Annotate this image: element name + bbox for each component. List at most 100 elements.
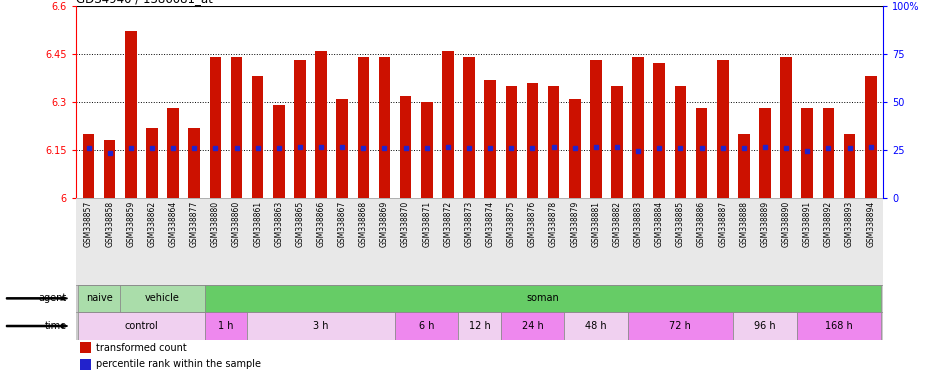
- Text: GDS4940 / 1386081_at: GDS4940 / 1386081_at: [76, 0, 213, 5]
- Bar: [82, 134, 94, 198]
- Text: GSM338884: GSM338884: [655, 201, 664, 247]
- Text: GSM338873: GSM338873: [464, 201, 474, 247]
- Bar: [627, 312, 734, 340]
- Bar: [247, 312, 395, 340]
- Bar: [337, 99, 348, 198]
- Bar: [230, 57, 242, 198]
- Text: GSM338864: GSM338864: [168, 201, 178, 247]
- Text: GSM338890: GSM338890: [782, 201, 791, 247]
- Bar: [421, 102, 433, 198]
- Text: naive: naive: [86, 293, 113, 303]
- Text: 48 h: 48 h: [586, 321, 607, 331]
- Text: control: control: [125, 321, 158, 331]
- Text: GSM338892: GSM338892: [824, 201, 833, 247]
- Bar: [696, 108, 708, 198]
- Bar: [653, 63, 665, 198]
- Text: 1 h: 1 h: [218, 321, 234, 331]
- Text: agent: agent: [38, 293, 67, 303]
- Bar: [395, 312, 459, 340]
- Text: GSM338867: GSM338867: [338, 201, 347, 247]
- Text: GSM338870: GSM338870: [401, 201, 410, 247]
- Text: time: time: [44, 321, 67, 331]
- Text: GSM338881: GSM338881: [591, 201, 600, 247]
- Bar: [78, 312, 204, 340]
- Text: GSM338863: GSM338863: [275, 201, 283, 247]
- Bar: [548, 86, 560, 198]
- Text: GSM338882: GSM338882: [612, 201, 622, 247]
- Text: 12 h: 12 h: [469, 321, 490, 331]
- Bar: [822, 108, 834, 198]
- Text: 3 h: 3 h: [314, 321, 328, 331]
- Text: GSM338878: GSM338878: [549, 201, 558, 247]
- Text: GSM338886: GSM338886: [697, 201, 706, 247]
- Text: GSM338866: GSM338866: [316, 201, 326, 247]
- Text: GSM338891: GSM338891: [803, 201, 812, 247]
- Bar: [526, 83, 538, 198]
- Text: 24 h: 24 h: [522, 321, 543, 331]
- Text: GSM338865: GSM338865: [295, 201, 304, 247]
- Bar: [167, 108, 179, 198]
- Bar: [611, 86, 623, 198]
- Bar: [273, 105, 285, 198]
- Text: GSM338868: GSM338868: [359, 201, 368, 247]
- Bar: [844, 134, 856, 198]
- Bar: [210, 57, 221, 198]
- Text: soman: soman: [526, 293, 560, 303]
- Bar: [378, 57, 390, 198]
- Bar: [400, 96, 412, 198]
- Bar: [80, 342, 91, 353]
- Text: GSM338875: GSM338875: [507, 201, 516, 247]
- Text: 96 h: 96 h: [754, 321, 776, 331]
- Text: GSM338858: GSM338858: [105, 201, 114, 247]
- Text: GSM338871: GSM338871: [423, 201, 431, 247]
- Bar: [146, 127, 158, 198]
- Bar: [738, 134, 749, 198]
- Text: GSM338869: GSM338869: [380, 201, 389, 247]
- Text: GSM338859: GSM338859: [127, 201, 135, 247]
- Bar: [564, 312, 627, 340]
- Text: GSM338885: GSM338885: [676, 201, 684, 247]
- Bar: [294, 60, 306, 198]
- Text: GSM338860: GSM338860: [232, 201, 241, 247]
- Bar: [500, 312, 564, 340]
- Text: GSM338874: GSM338874: [486, 201, 495, 247]
- Bar: [463, 57, 475, 198]
- Text: GSM338877: GSM338877: [190, 201, 199, 247]
- Text: GSM338894: GSM338894: [866, 201, 875, 247]
- Bar: [759, 108, 771, 198]
- Bar: [358, 57, 369, 198]
- Text: GSM338880: GSM338880: [211, 201, 220, 247]
- Text: 168 h: 168 h: [825, 321, 853, 331]
- Bar: [590, 60, 601, 198]
- Bar: [459, 312, 500, 340]
- Text: 6 h: 6 h: [419, 321, 435, 331]
- Bar: [204, 312, 247, 340]
- Bar: [80, 359, 91, 370]
- Text: 72 h: 72 h: [670, 321, 691, 331]
- Bar: [633, 57, 644, 198]
- Text: percentile rank within the sample: percentile rank within the sample: [96, 359, 261, 369]
- Text: GSM338857: GSM338857: [84, 201, 93, 247]
- Text: GSM338876: GSM338876: [528, 201, 536, 247]
- Bar: [717, 60, 729, 198]
- Bar: [442, 51, 454, 198]
- Text: GSM338883: GSM338883: [634, 201, 643, 247]
- Bar: [252, 76, 264, 198]
- Text: GSM338887: GSM338887: [718, 201, 727, 247]
- Text: GSM338893: GSM338893: [845, 201, 854, 247]
- Bar: [505, 86, 517, 198]
- Text: GSM338872: GSM338872: [443, 201, 452, 247]
- Bar: [315, 51, 327, 198]
- Bar: [674, 86, 686, 198]
- Text: vehicle: vehicle: [145, 293, 180, 303]
- Bar: [569, 99, 581, 198]
- Text: GSM338862: GSM338862: [147, 201, 156, 247]
- Bar: [796, 312, 882, 340]
- Bar: [189, 127, 200, 198]
- Bar: [734, 312, 796, 340]
- Bar: [78, 285, 120, 312]
- Text: transformed count: transformed count: [96, 343, 187, 353]
- Bar: [204, 285, 882, 312]
- Bar: [125, 31, 137, 198]
- Bar: [485, 79, 496, 198]
